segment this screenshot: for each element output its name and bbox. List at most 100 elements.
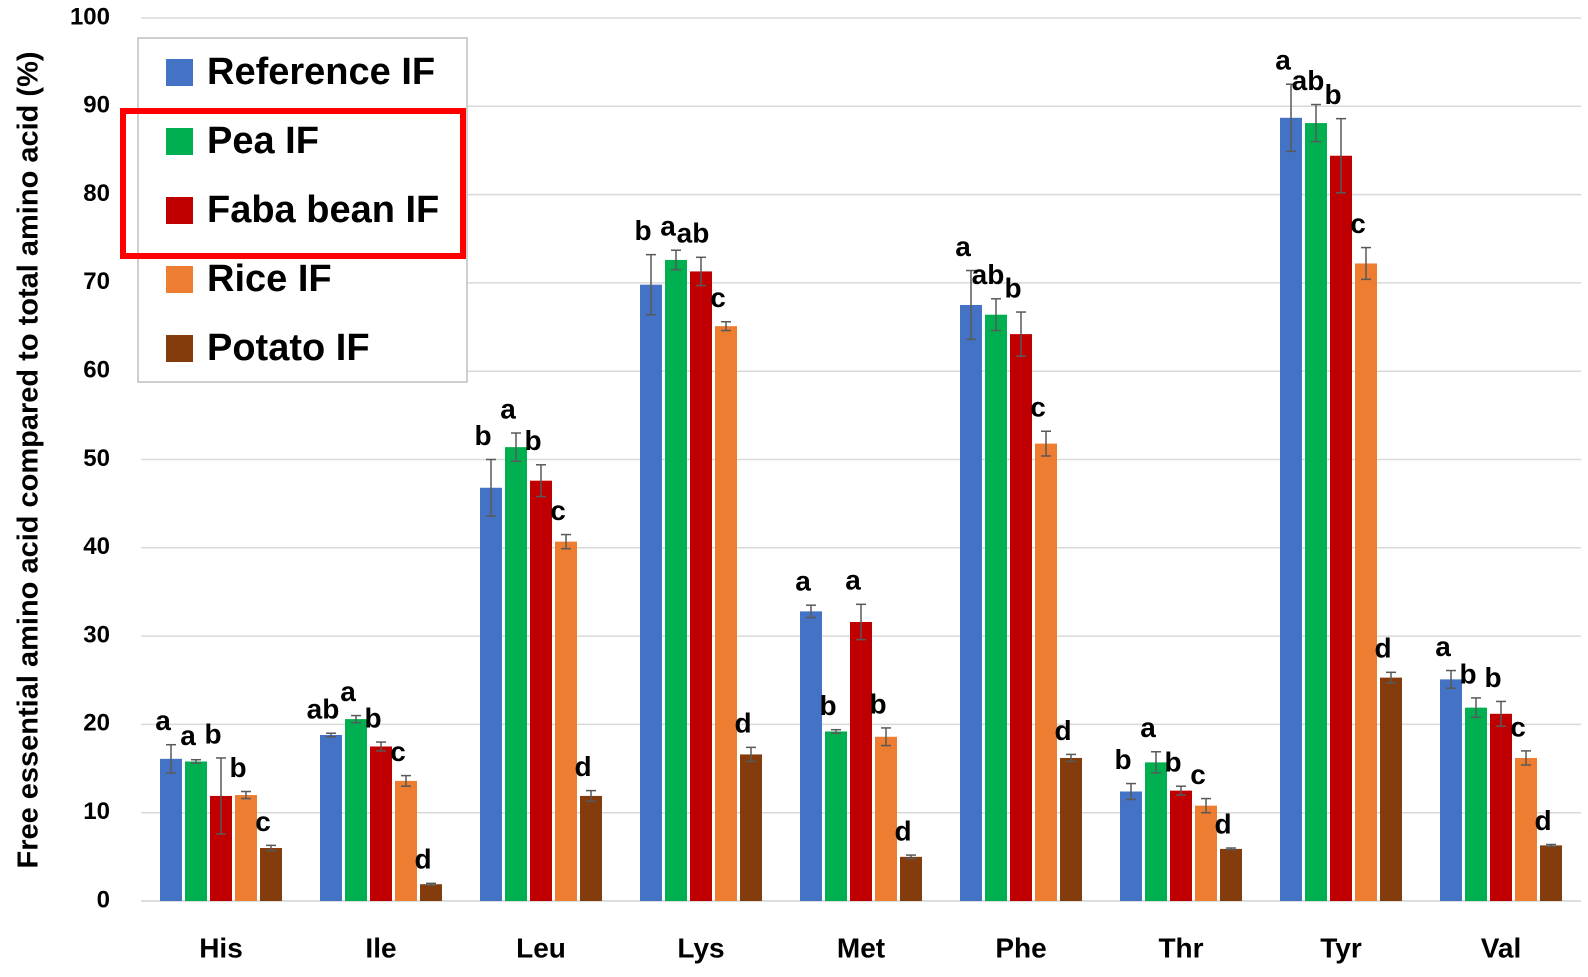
legend-label: Pea IF: [207, 120, 319, 162]
y-tick-label: 90: [83, 92, 110, 119]
bar: [960, 304, 982, 902]
bar: [370, 746, 392, 901]
x-tick-label: Val: [1481, 932, 1521, 963]
significance-letter: c: [255, 806, 271, 837]
y-tick-label: 80: [83, 180, 110, 207]
significance-letter: c: [550, 495, 566, 526]
significance-letter: c: [1030, 392, 1046, 423]
y-tick-label: 10: [83, 798, 110, 825]
bar: [160, 758, 182, 901]
bar: [1540, 845, 1562, 901]
significance-letter: a: [845, 565, 861, 596]
bar: [1220, 848, 1242, 901]
significance-letter: b: [229, 752, 246, 783]
x-tick-label: Tyr: [1320, 932, 1362, 963]
bar: [640, 284, 662, 901]
bar: [420, 884, 442, 901]
significance-letter: b: [1164, 747, 1181, 778]
significance-letter: a: [955, 231, 971, 262]
significance-letter: a: [180, 720, 196, 751]
bar: [555, 541, 577, 901]
significance-letter: c: [1190, 759, 1206, 790]
y-tick-label: 70: [83, 268, 110, 295]
legend-label: Faba bean IF: [207, 189, 439, 231]
significance-letter: d: [1374, 633, 1391, 664]
significance-letter: b: [1324, 79, 1341, 110]
highlight-box: [120, 108, 466, 259]
bar: [320, 734, 342, 901]
legend-label: Rice IF: [207, 258, 332, 300]
significance-letter: d: [734, 708, 751, 739]
legend-swatch: [166, 59, 193, 86]
bar: [1440, 679, 1462, 901]
significance-letter: a: [660, 211, 676, 242]
significance-letter: a: [155, 705, 171, 736]
y-tick-label: 50: [83, 445, 110, 472]
significance-letter: d: [1054, 715, 1071, 746]
legend-swatch: [166, 128, 193, 155]
bar: [1490, 713, 1512, 901]
bar: [690, 271, 712, 901]
x-tick-label: Ile: [365, 932, 396, 963]
significance-letter: d: [414, 844, 431, 875]
significance-letter: a: [500, 393, 516, 424]
bar: [505, 447, 527, 901]
y-tick-label: 100: [70, 3, 110, 30]
bar: [1355, 263, 1377, 901]
y-tick-label: 30: [83, 621, 110, 648]
bar: [1280, 117, 1302, 902]
x-tick-label: Phe: [995, 932, 1046, 963]
bar: [1035, 443, 1057, 901]
significance-letter: a: [1435, 631, 1451, 662]
significance-letter: d: [1214, 808, 1231, 839]
x-tick-label: Thr: [1158, 932, 1203, 963]
significance-letter: ab: [972, 259, 1005, 290]
bar: [1060, 757, 1082, 901]
bar: [1145, 762, 1167, 901]
significance-letter: ab: [307, 694, 340, 725]
significance-letter: b: [474, 420, 491, 451]
x-tick-label: His: [199, 932, 243, 963]
significance-letter: b: [364, 702, 381, 733]
bar: [985, 314, 1007, 901]
significance-letter: b: [1484, 662, 1501, 693]
significance-letter: b: [1114, 744, 1131, 775]
bar: [1170, 790, 1192, 901]
y-tick-label: 0: [97, 886, 110, 913]
bar: [800, 611, 822, 901]
legend-swatch: [166, 266, 193, 293]
x-tick-label: Met: [837, 932, 885, 963]
bar: [1465, 707, 1487, 901]
y-tick-label: 20: [83, 710, 110, 737]
significance-letter: a: [1275, 45, 1291, 76]
bar: [235, 795, 257, 901]
significance-letter: a: [795, 566, 811, 597]
bar: [260, 848, 282, 901]
significance-letter: c: [710, 282, 726, 313]
legend-label: Potato IF: [207, 327, 370, 369]
legend-label: Reference IF: [207, 51, 435, 93]
bar: [850, 621, 872, 901]
bar: [1010, 334, 1032, 901]
significance-letter: c: [1510, 711, 1526, 742]
bar: [665, 259, 687, 901]
significance-letter: d: [894, 815, 911, 846]
legend-swatch: [166, 197, 193, 224]
significance-letter: b: [1004, 272, 1021, 303]
significance-letter: ab: [1292, 65, 1325, 96]
bar: [1120, 791, 1142, 901]
bar: [210, 795, 232, 901]
bar: [395, 780, 417, 901]
significance-letter: b: [524, 425, 541, 456]
significance-letter: ab: [677, 218, 710, 249]
bar: [715, 326, 737, 901]
significance-letter: b: [634, 215, 651, 246]
significance-letter: c: [1350, 208, 1366, 239]
significance-letter: b: [869, 688, 886, 719]
bar: [740, 754, 762, 901]
bar: [900, 856, 922, 901]
bar: [1305, 123, 1327, 901]
bar: [825, 731, 847, 901]
bar: [1380, 677, 1402, 901]
